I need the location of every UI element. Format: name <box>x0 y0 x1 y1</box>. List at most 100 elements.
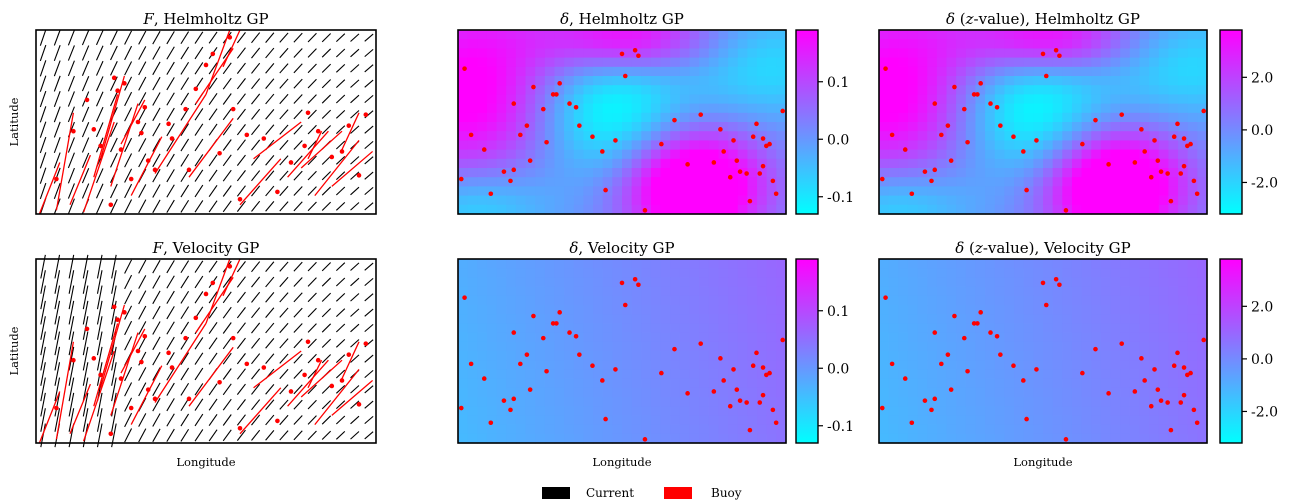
heatmap-cell <box>757 158 768 169</box>
buoy-track <box>239 387 282 435</box>
heatmap-cell <box>467 48 478 59</box>
current-arrow <box>166 153 175 167</box>
heatmap-cell <box>679 112 691 123</box>
current-arrow <box>222 154 232 167</box>
heatmap-cell <box>1004 397 1015 407</box>
heatmap-cell <box>593 85 604 95</box>
current-arrow <box>222 108 232 121</box>
current-arrow <box>307 277 317 287</box>
heatmap-cell <box>535 360 546 370</box>
buoy-point <box>932 167 938 173</box>
heatmap-cell <box>1071 195 1083 206</box>
heatmap-cell <box>879 39 890 49</box>
heatmap-cell <box>1120 66 1131 77</box>
heatmap-cell <box>766 277 777 288</box>
colorbar-tick-label: 0.0 <box>1251 123 1273 139</box>
heatmap-cell <box>544 149 556 160</box>
current-arrow <box>321 155 332 165</box>
heatmap-cell <box>660 177 671 187</box>
heatmap-cell <box>1110 397 1121 407</box>
heatmap-cell <box>1033 57 1044 68</box>
heatmap-cell <box>467 195 478 206</box>
heatmap-cell <box>1187 277 1198 288</box>
heatmap-cell <box>564 30 575 40</box>
current-arrow <box>95 91 104 107</box>
heatmap-cell <box>1129 168 1141 178</box>
heatmap-cell <box>564 76 575 86</box>
heatmap-cell <box>879 149 890 160</box>
heatmap-cell <box>1139 332 1150 343</box>
buoy-point <box>1158 398 1164 403</box>
heatmap-cell <box>506 94 517 105</box>
heatmap-cell <box>728 295 739 306</box>
heatmap-cell <box>525 131 536 141</box>
heatmap-cell <box>1033 295 1044 306</box>
heatmap-cell <box>458 76 469 86</box>
heatmap-cell <box>898 351 909 361</box>
heatmap-cell <box>879 360 890 370</box>
colorbar-tick-label: -0.1 <box>827 419 854 435</box>
current-arrow <box>321 354 332 364</box>
heatmap-cell <box>631 204 642 215</box>
heatmap-cell <box>1033 305 1044 315</box>
heatmap-cell <box>766 286 777 297</box>
heatmap-cell <box>631 140 642 151</box>
current-arrow <box>251 78 261 90</box>
heatmap-cell <box>477 332 488 343</box>
heatmap-cell <box>737 140 749 151</box>
heatmap-cell <box>1120 286 1131 297</box>
heatmap-cell <box>631 39 642 49</box>
buoy-point <box>1011 134 1016 140</box>
heatmap-cell <box>1043 378 1054 389</box>
buoy-point <box>952 313 957 319</box>
heatmap-cell <box>670 397 681 407</box>
heatmap-cell <box>650 122 662 132</box>
heatmap-cell <box>994 305 1006 315</box>
heatmap-cell <box>975 277 986 288</box>
heatmap-cell <box>737 158 749 169</box>
current-arrow <box>166 290 175 304</box>
heatmap-cell <box>467 433 478 444</box>
heatmap-cell <box>515 415 527 426</box>
panel-title: δ (z-value), Helmholtz GP <box>946 10 1140 28</box>
current-arrow <box>152 138 161 152</box>
heatmap-cell <box>544 66 556 77</box>
buoy-point <box>557 310 562 315</box>
heatmap-cell <box>1004 76 1015 86</box>
heatmap-cell <box>1178 140 1189 151</box>
heatmap-cell <box>1091 369 1102 380</box>
current-arrow <box>251 108 261 120</box>
heatmap-cell <box>1197 149 1208 160</box>
current-arrow <box>208 413 218 427</box>
heatmap-cell <box>757 305 768 315</box>
buoy-point <box>227 35 233 40</box>
current-arrow <box>364 415 374 425</box>
heatmap-cell <box>622 341 633 352</box>
buoy-point <box>754 121 759 127</box>
heatmap-cell <box>679 168 691 178</box>
heatmap-cell <box>965 30 977 40</box>
heatmap-cell <box>602 149 613 160</box>
heatmap-cell <box>946 415 957 426</box>
heatmap-cell <box>956 112 967 123</box>
heatmap-cell <box>718 259 729 269</box>
heatmap-cell <box>1100 177 1112 187</box>
heatmap-cell <box>1033 378 1044 389</box>
buoy-track <box>188 117 234 178</box>
heatmap-cell <box>689 195 700 206</box>
heatmap-cell <box>718 30 729 40</box>
heatmap-cell <box>1149 177 1160 187</box>
heatmap-cell <box>1129 66 1141 77</box>
current-arrow <box>68 316 75 340</box>
heatmap-cell <box>1052 103 1063 114</box>
heatmap-cell <box>718 415 729 426</box>
heatmap-cell <box>641 131 652 141</box>
buoy-point <box>698 341 704 346</box>
heatmap-cell <box>525 323 536 334</box>
buoy-point <box>932 101 938 106</box>
heatmap-cell <box>927 323 938 334</box>
heatmap-cell <box>535 406 546 416</box>
heatmap-cell <box>994 369 1006 380</box>
heatmap-cell <box>936 433 948 444</box>
heatmap-cell <box>747 332 758 343</box>
